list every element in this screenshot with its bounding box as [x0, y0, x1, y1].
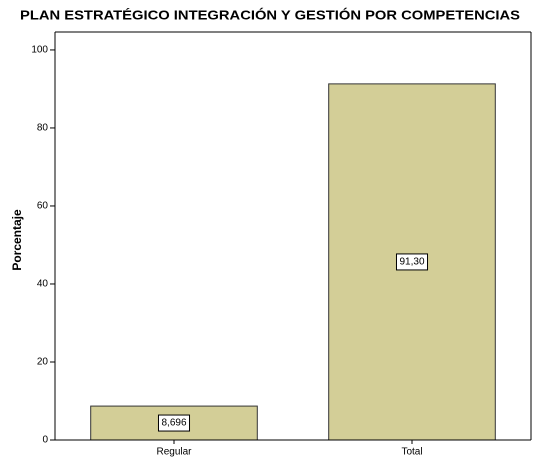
- data-label-box: [395, 253, 429, 271]
- data-label: 91,30: [399, 257, 424, 268]
- y-tick-label: 80: [37, 123, 49, 134]
- chart-title: PLAN ESTRATÉGICO INTEGRACIÓN Y GESTIÓN P…: [20, 7, 520, 22]
- data-label-box: [157, 414, 191, 432]
- y-tick-label: 0: [42, 435, 48, 446]
- y-tick-label: 20: [37, 357, 49, 368]
- y-tick-label: 60: [37, 201, 49, 212]
- data-label: 8,696: [161, 418, 186, 429]
- y-tick-label: 40: [37, 279, 49, 290]
- x-tick-label: Total: [401, 447, 422, 458]
- x-tick-label: Regular: [156, 447, 192, 458]
- y-axis-label: Porcentaje: [10, 209, 24, 271]
- y-tick-label: 100: [31, 45, 48, 56]
